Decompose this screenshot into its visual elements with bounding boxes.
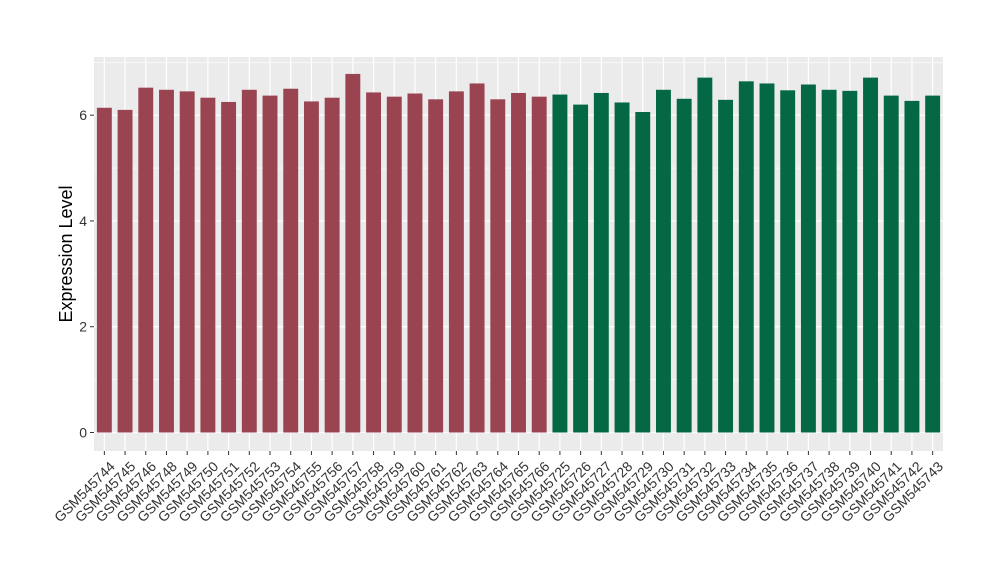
bar-gsm545745 bbox=[117, 109, 133, 433]
y-tick-label: 6 bbox=[79, 107, 87, 123]
bar-gsm545736 bbox=[780, 90, 796, 433]
y-tick-label: 2 bbox=[79, 319, 87, 335]
bar-gsm545742 bbox=[904, 100, 920, 433]
bar-gsm545748 bbox=[159, 89, 174, 433]
bar-gsm545749 bbox=[179, 91, 195, 433]
bar-gsm545757 bbox=[345, 73, 361, 433]
bar-gsm545754 bbox=[283, 88, 299, 433]
bar-gsm545764 bbox=[490, 99, 506, 433]
bar-gsm545751 bbox=[221, 101, 237, 433]
bar-gsm545758 bbox=[366, 92, 382, 433]
bar-gsm545739 bbox=[842, 90, 858, 433]
bar-gsm545744 bbox=[96, 107, 112, 433]
bar-gsm545759 bbox=[386, 96, 402, 433]
bar-gsm545750 bbox=[200, 97, 216, 433]
y-axis: 0 2 4 6 bbox=[79, 107, 94, 440]
bar-gsm545725 bbox=[552, 94, 568, 433]
bar-gsm545761 bbox=[428, 99, 444, 433]
bar-gsm545741 bbox=[883, 95, 899, 433]
bar-gsm545730 bbox=[655, 89, 671, 433]
bar-gsm545743 bbox=[925, 95, 941, 433]
y-tick-label: 4 bbox=[79, 213, 87, 229]
bar-gsm545755 bbox=[303, 101, 319, 433]
bar-gsm545762 bbox=[448, 91, 464, 433]
bars bbox=[96, 73, 941, 433]
y-axis-title: Expression Level bbox=[56, 185, 76, 322]
bar-gsm545746 bbox=[138, 87, 154, 433]
bar-gsm545756 bbox=[324, 97, 340, 433]
bar-gsm545752 bbox=[241, 89, 257, 433]
bar-gsm545740 bbox=[863, 77, 878, 433]
x-axis: GSM545744GSM545745GSM545746GSM545748GSM5… bbox=[51, 451, 946, 525]
bar-gsm545738 bbox=[821, 89, 837, 433]
bar-gsm545760 bbox=[407, 93, 423, 433]
bar-gsm545728 bbox=[614, 102, 630, 433]
bar-gsm545726 bbox=[573, 104, 589, 433]
bar-gsm545734 bbox=[738, 81, 754, 433]
bar-gsm545732 bbox=[697, 77, 713, 433]
y-tick-label: 0 bbox=[79, 424, 87, 440]
bar-gsm545737 bbox=[800, 84, 816, 433]
bar-gsm545766 bbox=[531, 96, 547, 433]
bar-gsm545733 bbox=[718, 99, 734, 433]
bar-gsm545727 bbox=[593, 92, 609, 433]
bar-gsm545765 bbox=[511, 92, 526, 433]
bar-gsm545735 bbox=[759, 83, 775, 433]
bar-gsm545731 bbox=[676, 98, 692, 433]
bar-gsm545729 bbox=[635, 112, 651, 433]
bar-gsm545763 bbox=[469, 83, 485, 433]
bar-gsm545753 bbox=[262, 95, 278, 433]
